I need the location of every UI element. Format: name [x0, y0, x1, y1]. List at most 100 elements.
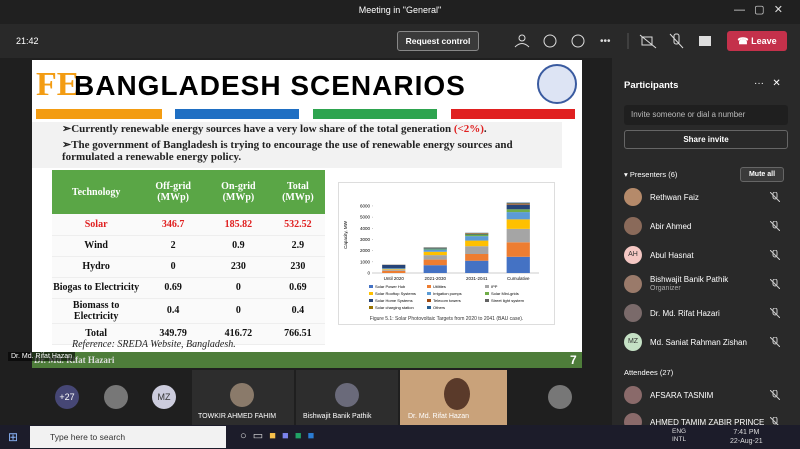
bar-segment: [382, 270, 406, 273]
y-axis-label: Capacity, MW: [343, 220, 348, 248]
bar-segment: [465, 236, 489, 241]
shared-slide: FE BANGLADESH SCENARIOS ➢Currently renew…: [32, 60, 582, 368]
share-invite-button[interactable]: Share invite: [624, 130, 788, 149]
legend-swatch: [369, 285, 373, 288]
mic-slash: [770, 250, 780, 260]
svg-text:•••: •••: [600, 36, 611, 47]
mic-slash: [770, 279, 780, 289]
attendee-row: AFSARA TASNIM: [612, 382, 800, 410]
video-name: Dr. Md. Rifat Hazan: [408, 413, 470, 420]
slide-title: BANGLADESH SCENARIOS: [74, 70, 466, 101]
legend-label: Solar Power Hub: [375, 284, 406, 289]
bar-segment: [465, 234, 489, 237]
y-tick-label: 6000: [360, 203, 371, 208]
toolbar-icons[interactable]: •••: [510, 30, 720, 52]
y-tick-label: 2000: [360, 248, 371, 253]
video-name: Bishwajit Banik Pathik: [303, 413, 372, 420]
legend-swatch: [369, 299, 373, 302]
avatar: [624, 304, 642, 322]
avatar: [230, 383, 254, 407]
panel-controls[interactable]: ··· ✕: [754, 78, 781, 89]
avatar-initials: MZ: [152, 385, 176, 409]
legend-swatch: [427, 299, 431, 302]
bar-segment: [506, 256, 530, 273]
bar-segment: [465, 240, 489, 247]
bar-segment: [423, 255, 447, 260]
video-person: [444, 378, 470, 410]
participant-row: Dr. Md. Rifat Hazari: [612, 300, 800, 328]
leave-button[interactable]: ☎ Leave: [727, 31, 787, 51]
legend-label: Solar charging station: [375, 305, 414, 310]
table-cell: 2: [140, 235, 206, 257]
bar-segment: [506, 242, 530, 257]
legend-swatch: [485, 299, 489, 302]
bullet: ➢Currently renewable energy sources have…: [62, 123, 487, 135]
avatar: [104, 385, 128, 409]
invite-search[interactable]: Invite someone or dial a number: [624, 105, 788, 125]
table-cell: 349.79: [140, 323, 206, 345]
bar-segment: [506, 203, 530, 205]
capacity-table: Technology Off-grid (MWp) On-grid (MWp) Tot…: [52, 170, 325, 345]
participant-name: Md. Saniat Rahman Zishan: [650, 338, 747, 347]
legend-swatch: [485, 285, 489, 288]
bar-segment: [506, 212, 530, 220]
mic-off-icon: [770, 221, 780, 231]
participant-row: AH Abul Hasnat: [612, 242, 800, 270]
taskbar-search[interactable]: Type here to search: [30, 426, 226, 448]
avatar: [624, 275, 642, 293]
page-number: 7: [570, 353, 577, 367]
legend-label: Utilities: [433, 284, 446, 289]
taskbar-apps[interactable]: ○ ▭ ■ ■ ■ ■: [240, 430, 315, 442]
bar-segment: [423, 249, 447, 252]
mic-off-icon: [770, 279, 780, 289]
x-tick-label: 2021-2030: [424, 276, 446, 281]
header-row: Technology Off-grid (MWp) On-grid (MWp) Tot…: [52, 170, 325, 214]
start-button[interactable]: ⊞: [8, 430, 19, 444]
bar-segment: [423, 265, 447, 273]
table-cell: 532.52: [270, 214, 325, 236]
presenters-label: Presenters (6): [629, 170, 678, 179]
participant-row: MZ Md. Saniat Rahman Zishan: [612, 329, 800, 357]
legend-label: Street light system: [491, 298, 525, 303]
bar-segment: [382, 264, 406, 269]
legend-swatch: [427, 292, 431, 295]
bar-segment: [506, 204, 530, 210]
clock: 7:41 PM 22-Aug-21: [730, 428, 763, 446]
table-cell: 0.69: [270, 277, 325, 299]
participant-name: Rethwan Faiz: [650, 193, 699, 202]
mic-off-icon: [770, 250, 780, 260]
bar-segment: [506, 202, 530, 204]
presenters-header: ▾ Presenters (6): [624, 170, 678, 179]
table-row: Solar 346.7 185.82 532.52: [52, 214, 325, 236]
table-cell: 230: [206, 256, 271, 278]
table-cell: Biomass to Electricity: [52, 298, 141, 324]
legend-label: IPP: [491, 284, 498, 289]
avatar: [548, 385, 572, 409]
request-control-button[interactable]: Request control: [397, 31, 479, 51]
table-cell: Total: [52, 323, 141, 345]
legend-swatch: [427, 285, 431, 288]
accent-bar: [313, 109, 437, 119]
header-cell: Total (MWp): [270, 170, 325, 214]
video-name: TOWKIR AHMED FAHIM: [198, 413, 277, 420]
y-tick-label: 3000: [360, 237, 371, 242]
avatar: [624, 188, 642, 206]
y-tick-label: 1000: [360, 259, 371, 264]
y-tick-label: 0: [367, 271, 370, 276]
mute-all-button[interactable]: Mute all: [740, 167, 784, 182]
bar-segment: [382, 269, 406, 271]
accent-bar: [175, 109, 299, 119]
table-cell: Solar: [52, 214, 141, 236]
table-cell: 0: [206, 298, 271, 324]
bar-segment: [506, 209, 530, 213]
window-controls[interactable]: — ▢ ✕: [734, 4, 783, 16]
participant-name: Bishwajit Banik Pathik: [650, 275, 729, 284]
bar-segment: [506, 219, 530, 229]
mic-off-icon: [770, 308, 780, 318]
mic-slash: [770, 192, 780, 202]
language[interactable]: ENG INTL: [672, 428, 686, 444]
more-participants[interactable]: +27: [55, 385, 79, 409]
legend-swatch: [485, 292, 489, 295]
panel-title: Participants: [624, 80, 679, 91]
bullet-box: [32, 122, 562, 168]
